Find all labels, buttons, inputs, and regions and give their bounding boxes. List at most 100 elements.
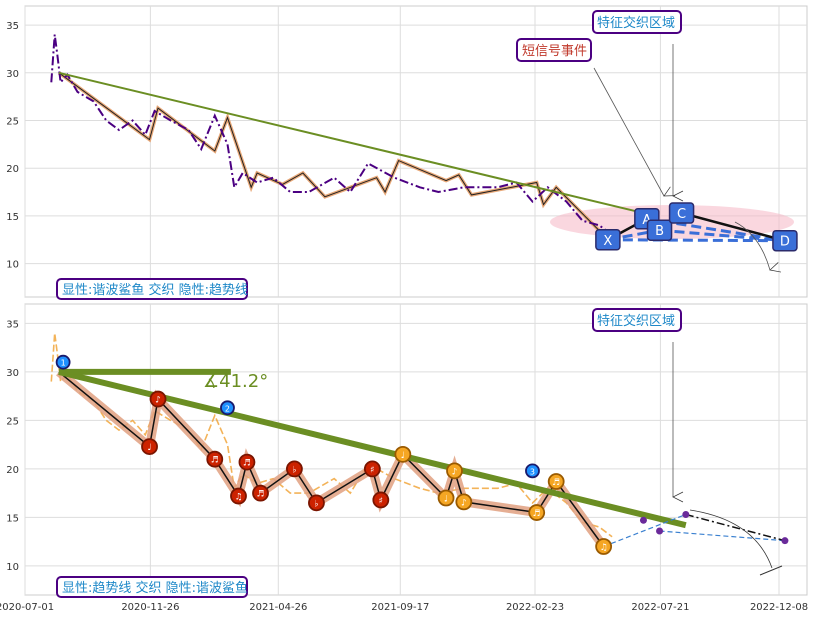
y-tick-label: 20 <box>6 164 19 175</box>
pivot-label: ♬ <box>211 456 219 466</box>
price-series-line <box>50 34 613 236</box>
pivot-node: ♭ <box>286 460 303 478</box>
feature-zone-text-bottom: 特征交织区域 <box>597 313 675 329</box>
pivot-circle <box>525 463 540 479</box>
harmonic-point-c: C <box>668 202 695 224</box>
pivot-label: ♬ <box>533 509 541 519</box>
pivot-circle <box>141 438 158 455</box>
x-tick-label: 2021-04-26 <box>249 602 307 613</box>
harmonic-label: D <box>780 235 790 250</box>
y-tick-label: 35 <box>6 319 19 330</box>
pivot-node: 2 <box>220 400 235 416</box>
pivot-circle <box>455 493 473 511</box>
pivot-label: ♩ <box>147 443 151 453</box>
pivot-label: ♫ <box>600 543 608 553</box>
y-tick-label: 15 <box>6 212 19 223</box>
pivot-circle <box>528 504 546 521</box>
top-y-ticks: 10 15 20 25 30 35 <box>6 21 19 271</box>
pivot-node: ♭ <box>308 494 325 512</box>
top-marks: X ABC D <box>50 34 798 273</box>
pivot-circle <box>206 450 224 468</box>
pivot-label: ♯ <box>370 465 374 475</box>
harmonic-xc <box>603 513 687 548</box>
harmonic-label-box <box>595 229 621 251</box>
projection-arrow <box>734 221 782 273</box>
pivot-node: ♩ <box>141 438 158 455</box>
harmonic-point-d: D <box>772 229 798 252</box>
pivot-node: ♩ <box>437 489 455 507</box>
short-signal-arrow <box>593 67 676 197</box>
pivot-node: ♬ <box>252 484 269 502</box>
harmonic-label-box <box>646 219 673 241</box>
pivot-label: 2 <box>225 404 230 413</box>
pivot-label: ♪ <box>461 498 467 508</box>
pivot-circle <box>363 460 381 478</box>
short-signal-text: 短信号事件 <box>522 44 587 59</box>
feature-zone-text-top: 特征交织区域 <box>597 15 675 31</box>
y-tick-label: 25 <box>6 116 19 127</box>
pivot-label: ♭ <box>314 499 318 509</box>
projection-bar <box>759 565 783 576</box>
y-tick-label: 10 <box>6 260 19 271</box>
pivot-label: ♬ <box>552 478 560 488</box>
y-tick-label: 15 <box>6 513 19 524</box>
pivot-label: 1 <box>61 359 66 368</box>
harmonic-label-box <box>772 229 798 252</box>
harmonic-bd <box>659 530 785 542</box>
harmonic-point-x: X <box>595 229 621 251</box>
harmonic-label: X <box>603 234 612 249</box>
pivot-node: ♬ <box>238 453 256 471</box>
x-tick-label: 2022-07-21 <box>631 602 689 613</box>
feature-zone-label-top: 特征交织区域 <box>592 10 682 34</box>
pivot-node: ♪ <box>149 390 167 408</box>
bottom-marks: 1 ♩ ♪ ♬ 2 ♫ ♬ ♬ ♭ ♭ ♯ ♯ ♩ ♩ ♪ ♪ 3 ♬ ♬ ♫ <box>50 332 789 576</box>
pivot-node: ♫ <box>230 487 247 505</box>
pivot-node: ♬ <box>528 504 546 521</box>
x-tick-label: 2022-02-23 <box>506 602 564 613</box>
top-panel: 10 15 20 25 30 35 X ABC D <box>6 5 808 298</box>
pivot-circle <box>372 491 390 509</box>
x-tick-label: 2022-12-08 <box>750 602 808 613</box>
pivot-circle <box>547 473 565 490</box>
pivot-circle <box>149 390 167 408</box>
y-tick-label: 25 <box>6 416 19 427</box>
harmonic-cd <box>685 513 786 542</box>
pivot-circle <box>55 354 71 370</box>
harmonic-bd <box>659 228 786 243</box>
pivot-node: ♯ <box>372 491 390 509</box>
harmonic-dot <box>656 527 664 535</box>
y-tick-label: 30 <box>6 69 19 80</box>
pivot-label: 3 <box>530 467 535 476</box>
pivot-label: ♬ <box>243 459 251 469</box>
feature-zone-label-bottom: 特征交织区域 <box>592 308 682 332</box>
pivot-node: ♬ <box>206 450 224 468</box>
harmonic-label: A <box>642 213 651 228</box>
pivot-circle <box>238 453 256 471</box>
x-tick-label: 2021-09-17 <box>371 602 429 613</box>
bottom-y-ticks: 10 15 20 25 30 35 <box>6 319 19 573</box>
y-tick-label: 30 <box>6 368 19 379</box>
pivot-node: 1 <box>55 354 71 370</box>
top-plot-area <box>24 5 808 298</box>
harmonic-dot <box>639 516 647 524</box>
wave-path <box>58 371 605 547</box>
pivot-label: ♯ <box>379 496 383 506</box>
harmonic-label-box <box>668 202 695 224</box>
pivot-label: ♩ <box>401 451 405 461</box>
pivot-node: 3 <box>525 463 540 479</box>
harmonic-point-b: B <box>646 219 673 241</box>
x-axis-ticks: 2020-07-01 2020-11-26 2021-04-26 2021-09-17… <box>0 602 808 613</box>
trend-line <box>58 71 656 217</box>
pivot-node: ♬ <box>547 473 565 490</box>
harmonic-label: C <box>677 207 686 222</box>
x-tick-label: 2020-07-01 <box>0 602 54 613</box>
pivot-circle <box>437 489 455 507</box>
pivot-circle <box>394 445 412 463</box>
pivot-node: ♪ <box>455 493 473 511</box>
pivot-circle <box>220 400 235 416</box>
bottom-legend-text: 显性:趋势线 交织 隐性:谐波鲨鱼 <box>62 580 248 596</box>
pivot-label: ♪ <box>452 467 458 477</box>
pivot-circle <box>446 462 463 480</box>
pivot-label: ♫ <box>234 493 242 503</box>
